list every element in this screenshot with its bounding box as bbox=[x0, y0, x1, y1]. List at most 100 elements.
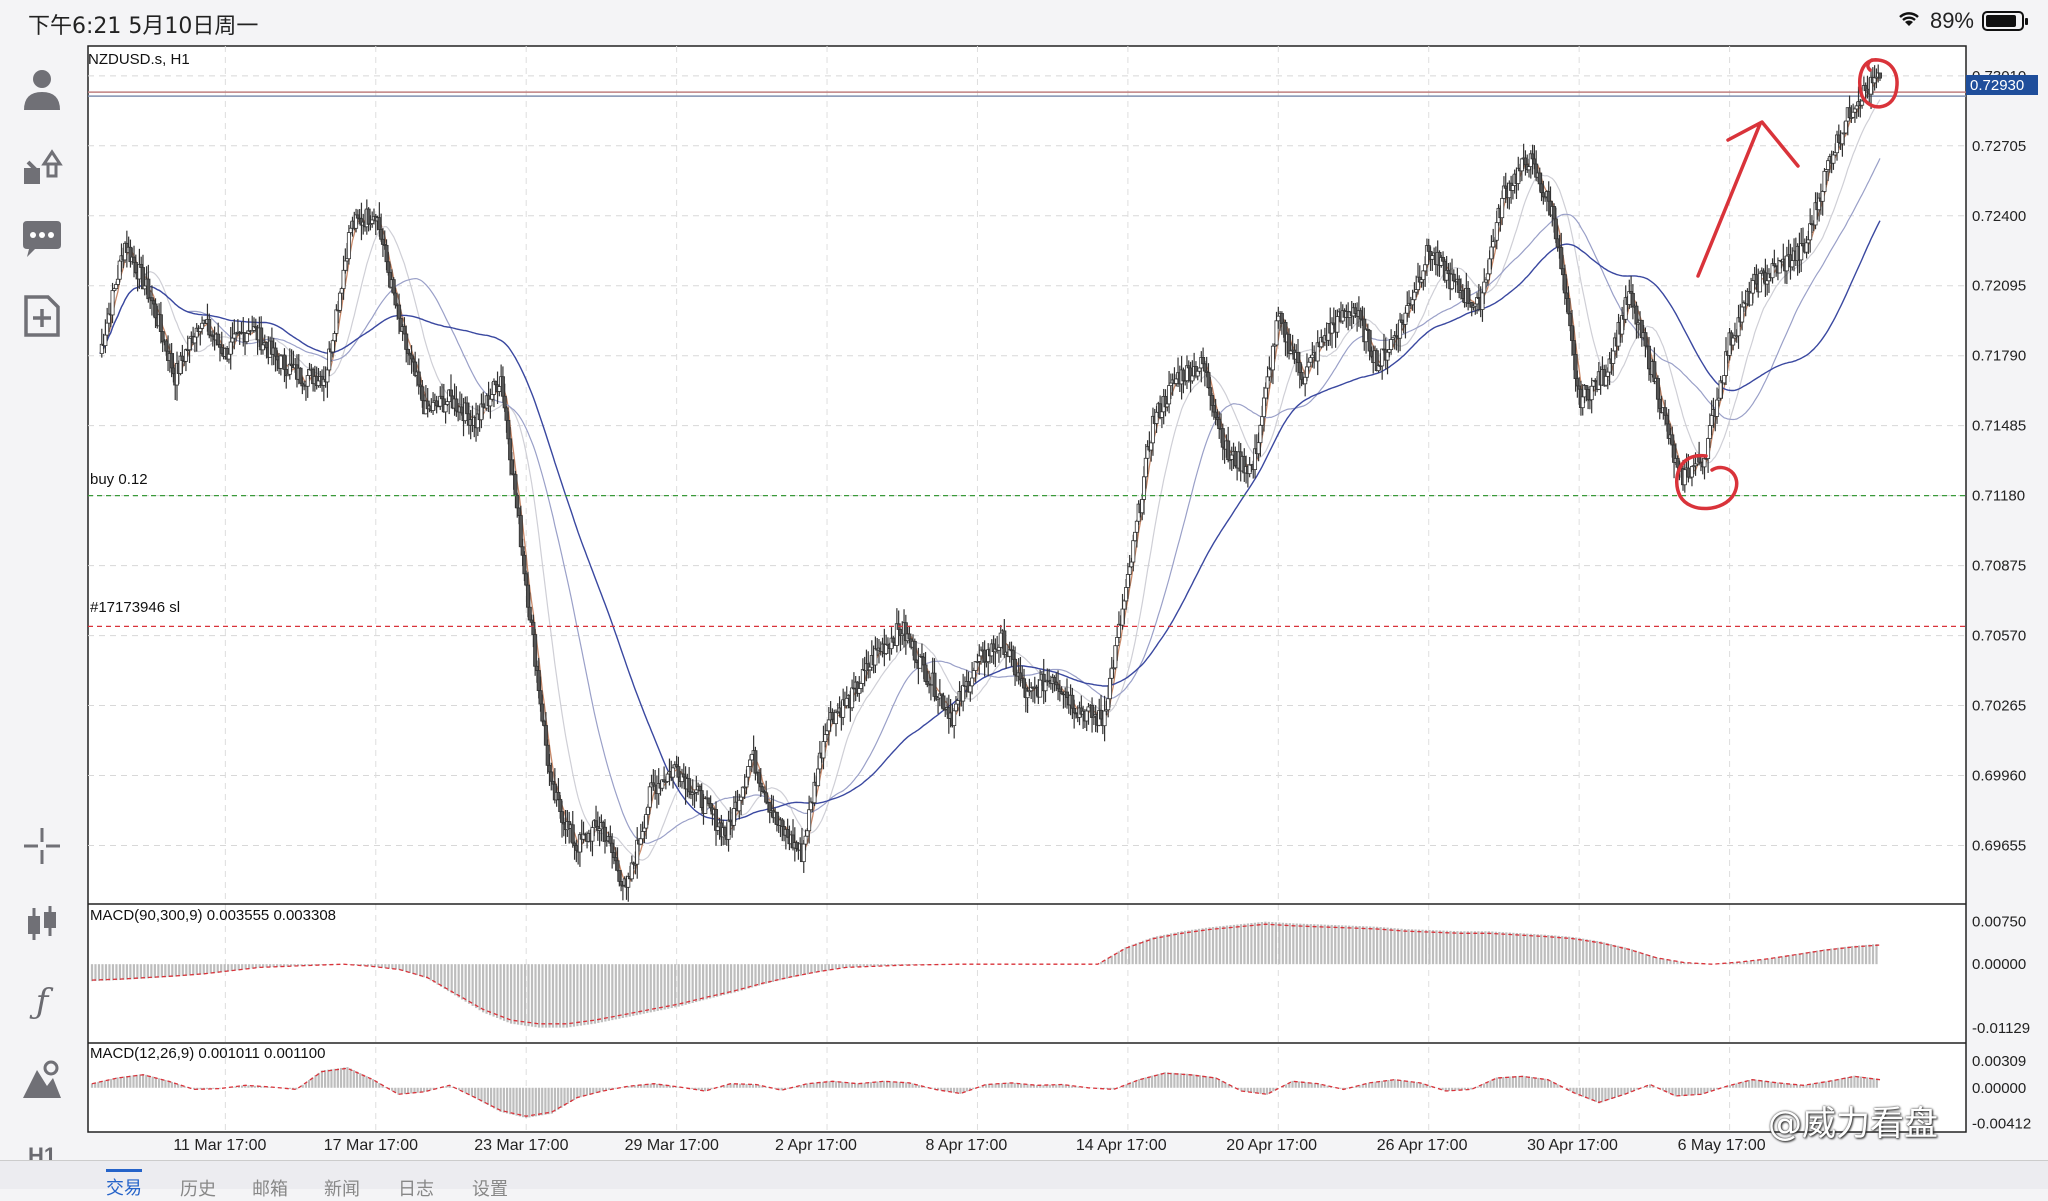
chat-icon[interactable] bbox=[12, 210, 72, 270]
candle-body bbox=[1134, 520, 1139, 533]
price-chart[interactable]: 0.730100.727050.724000.720950.717900.714… bbox=[0, 0, 2048, 1160]
candle-body bbox=[481, 403, 486, 408]
indicator-icon[interactable]: ƒ bbox=[35, 982, 49, 1022]
candle-body bbox=[448, 389, 453, 397]
candle-body bbox=[1303, 376, 1308, 385]
sl-level-label: #17173946 sl bbox=[90, 599, 180, 616]
candle-body bbox=[1412, 291, 1417, 301]
candle-body bbox=[1709, 415, 1714, 426]
new-order-icon[interactable] bbox=[12, 286, 72, 346]
candle-body bbox=[1043, 681, 1048, 692]
tab-settings[interactable]: 设置 bbox=[472, 1179, 508, 1200]
x-tick-label: 14 Apr 17:00 bbox=[1076, 1137, 1167, 1154]
candle-body bbox=[1090, 704, 1095, 718]
candle-body bbox=[1527, 166, 1532, 171]
tab-news[interactable]: 新闻 bbox=[324, 1179, 360, 1200]
candle-body bbox=[384, 244, 389, 263]
candle-body bbox=[1124, 587, 1129, 602]
candle-body bbox=[1115, 637, 1120, 647]
candle-body bbox=[1686, 467, 1691, 478]
candle-body bbox=[1226, 440, 1231, 461]
plot-area bbox=[87, 45, 1967, 1133]
candle-body bbox=[1258, 424, 1263, 444]
candle-body bbox=[1201, 357, 1206, 365]
candle-body bbox=[397, 304, 402, 319]
tab-history[interactable]: 历史 bbox=[180, 1179, 216, 1200]
candle-body bbox=[1195, 370, 1200, 377]
x-tick-label: 26 Apr 17:00 bbox=[1377, 1137, 1468, 1154]
current-price-tag bbox=[1966, 75, 2038, 95]
candle-body bbox=[1510, 185, 1515, 191]
candle-body bbox=[393, 292, 398, 306]
tab-trade[interactable]: 交易 bbox=[106, 1169, 142, 1200]
candle-body bbox=[617, 869, 622, 882]
candle-body bbox=[647, 786, 652, 808]
y-tick-label: 0.70875 bbox=[1972, 558, 2026, 575]
candle-body bbox=[1233, 450, 1238, 467]
candle-body bbox=[764, 792, 769, 803]
tab-mailbox[interactable]: 邮箱 bbox=[252, 1179, 288, 1200]
candle-body bbox=[330, 340, 335, 353]
candle-body bbox=[298, 367, 303, 384]
candle-body bbox=[1765, 280, 1770, 285]
candle-body bbox=[971, 670, 976, 679]
candle-body bbox=[1430, 255, 1435, 260]
candle-body bbox=[1210, 394, 1215, 406]
candle-body bbox=[1611, 350, 1616, 364]
candle-body bbox=[760, 786, 765, 793]
candle-body bbox=[973, 661, 978, 671]
candle-body bbox=[918, 655, 923, 669]
candle-body bbox=[638, 838, 643, 845]
candle-body bbox=[545, 744, 550, 766]
candle-body bbox=[500, 376, 505, 397]
candle-body bbox=[1546, 191, 1551, 202]
candle-body bbox=[1260, 416, 1265, 426]
candle-body bbox=[1127, 566, 1132, 575]
candle-body bbox=[200, 322, 205, 329]
candle-body bbox=[488, 398, 493, 407]
candle-body bbox=[590, 827, 595, 842]
candle-body bbox=[355, 214, 360, 219]
candle-body bbox=[282, 354, 287, 370]
candle-body bbox=[411, 358, 416, 363]
candles-icon[interactable] bbox=[12, 894, 72, 954]
candle-body bbox=[1011, 650, 1016, 660]
objects-icon[interactable] bbox=[12, 1050, 72, 1110]
candle-body bbox=[149, 297, 154, 302]
candle-body bbox=[527, 606, 532, 621]
candle-body bbox=[377, 217, 382, 230]
account-icon[interactable] bbox=[12, 58, 72, 118]
candle-body bbox=[431, 401, 436, 411]
macd2-label: MACD(12,26,9) 0.001011 0.001100 bbox=[90, 1045, 325, 1062]
candle-body bbox=[608, 836, 613, 844]
candle-body bbox=[977, 655, 982, 662]
tab-journal[interactable]: 日志 bbox=[398, 1179, 434, 1200]
candle-body bbox=[522, 554, 527, 575]
candle-body bbox=[1299, 372, 1304, 380]
candle-body bbox=[613, 857, 618, 862]
candle-body bbox=[1065, 691, 1070, 698]
candle-body bbox=[1580, 396, 1585, 409]
candle-body bbox=[1308, 357, 1313, 363]
candle-body bbox=[1539, 183, 1544, 194]
candle-body bbox=[1256, 442, 1261, 455]
status-time: 下午6:21 5月10日周一 bbox=[28, 14, 259, 39]
candle-body bbox=[454, 398, 459, 412]
candle-body bbox=[970, 677, 975, 687]
trade-icon[interactable] bbox=[12, 134, 72, 194]
candle-body bbox=[187, 337, 192, 351]
y-tick-label: 0.72705 bbox=[1972, 138, 2026, 155]
candle-body bbox=[726, 819, 731, 840]
candle-body bbox=[774, 811, 779, 825]
candle-body bbox=[615, 860, 620, 871]
candle-body bbox=[513, 474, 518, 496]
candle-body bbox=[1217, 419, 1222, 430]
candle-body bbox=[543, 725, 548, 746]
candle-body bbox=[1387, 349, 1392, 353]
candle-body bbox=[671, 767, 676, 778]
battery-percent: 89% bbox=[1929, 8, 1974, 33]
crosshair-icon[interactable] bbox=[12, 816, 72, 876]
candle-body bbox=[139, 263, 144, 268]
candle-body bbox=[305, 375, 310, 387]
candle-body bbox=[366, 208, 371, 225]
